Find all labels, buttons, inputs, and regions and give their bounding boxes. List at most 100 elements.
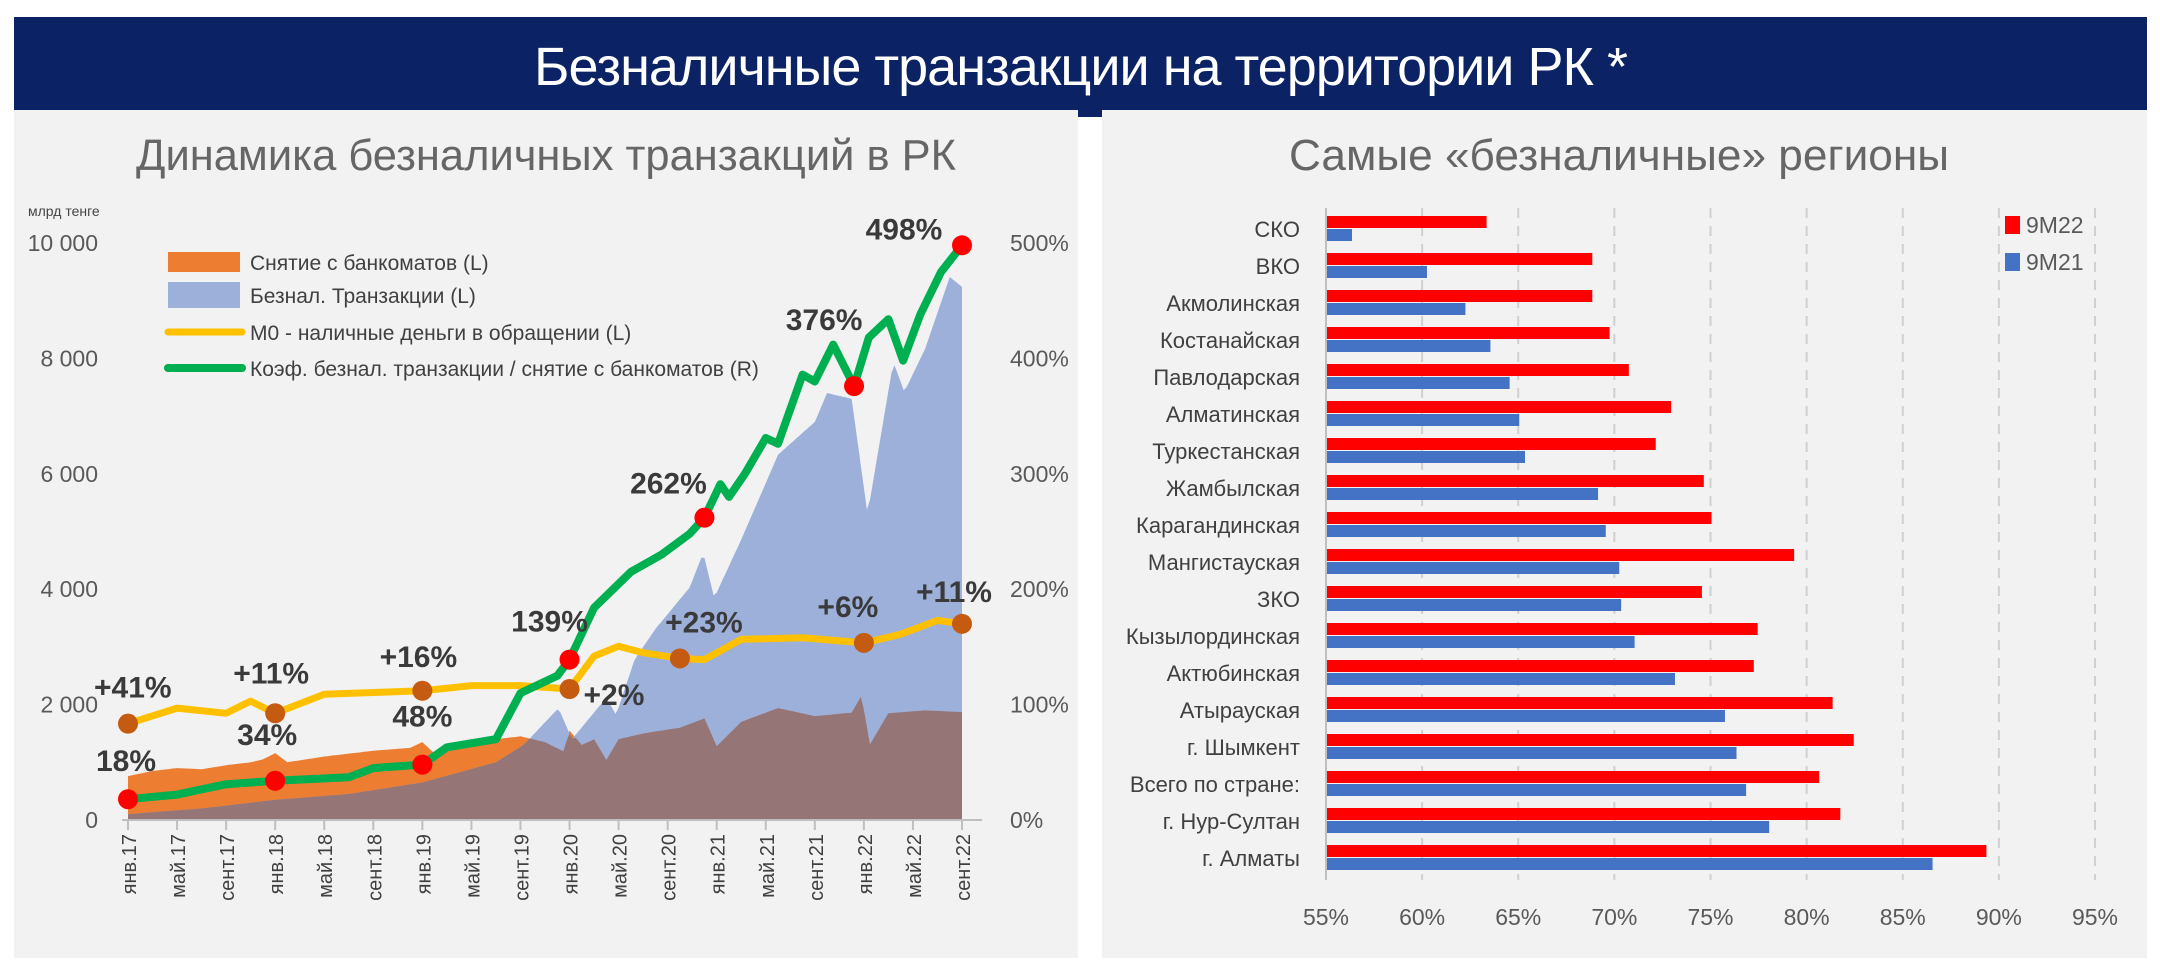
bar-9m21: [1327, 414, 1520, 426]
data-label: +2%: [584, 679, 645, 712]
y2-tick-label: 400%: [1010, 345, 1069, 371]
x-tick-label: 55%: [1303, 904, 1349, 930]
bar-9m22: [1327, 771, 1820, 783]
category-label: Мангистауская: [1148, 550, 1300, 575]
bar-9m22: [1327, 327, 1610, 339]
bar-9m21: [1327, 340, 1491, 352]
m0-marker: [952, 613, 972, 634]
bar-9m21: [1327, 488, 1599, 500]
x-tick-label: сент.22: [953, 834, 975, 901]
y-tick-label: 6 000: [40, 461, 98, 487]
y-tick-label: 4 000: [40, 576, 98, 602]
legend-swatch-cashless: [168, 282, 240, 308]
x-tick-label: сент.19: [511, 834, 533, 901]
x-tick-label: май.17: [168, 834, 190, 898]
chart-title: Самые «безналичные» регионы: [1289, 131, 1949, 180]
m0-marker: [559, 679, 580, 700]
category-label: Атырауская: [1180, 698, 1300, 723]
x-tick-label: янв.17: [119, 834, 141, 894]
data-label: 498%: [866, 213, 943, 246]
data-label: 376%: [786, 304, 863, 337]
bar-9m21: [1327, 784, 1747, 796]
category-label: Алматинская: [1166, 402, 1300, 427]
legend-swatch: [2005, 253, 2020, 271]
legend-label: Безнал. Транзакции (L): [250, 285, 476, 308]
ratio-marker: [694, 507, 715, 528]
x-tick-label: 60%: [1399, 904, 1445, 930]
bar-9m22: [1327, 845, 1987, 857]
bar-9m22: [1327, 512, 1712, 524]
legend-label: Снятие с банкоматов (L): [250, 252, 489, 275]
category-label: Карагандинская: [1136, 513, 1300, 538]
category-label: Акмолинская: [1166, 291, 1300, 316]
bar-9m22: [1327, 734, 1854, 746]
overlap-area: [128, 697, 962, 820]
page-header: Безналичные транзакции на территории РК …: [14, 17, 2147, 117]
category-label: Всего по стране:: [1130, 772, 1300, 797]
y2-tick-label: 500%: [1010, 230, 1069, 256]
bar-9m21: [1327, 451, 1526, 463]
x-tick-label: 90%: [1976, 904, 2022, 930]
category-label: г. Шымкент: [1187, 735, 1300, 760]
bar-9m22: [1327, 216, 1487, 228]
x-tick-label: май.20: [610, 834, 632, 898]
data-label: 18%: [96, 745, 156, 778]
category-label: Актюбинская: [1167, 661, 1300, 686]
data-label: 34%: [237, 719, 297, 752]
regions-chart-panel: Самые «безналичные» регионы 55% 60% 65% 70% 7…: [1102, 110, 2147, 958]
x-tick-label: 65%: [1495, 904, 1541, 930]
ratio-marker: [118, 789, 138, 810]
y-tick-label: 8 000: [40, 345, 98, 371]
m0-marker: [412, 680, 433, 701]
y2-tick-label: 100%: [1010, 692, 1069, 718]
ratio-line: [127, 242, 966, 804]
m0-marker: [118, 713, 138, 734]
ratio-marker: [844, 376, 865, 397]
bar-9m21: [1327, 636, 1635, 648]
page-title: Безналичные транзакции на территории РК …: [534, 37, 1628, 97]
x-tick-label: май.19: [462, 834, 484, 898]
data-label: +23%: [665, 606, 743, 639]
data-label: +11%: [233, 657, 309, 690]
legend-label: 9М21: [2026, 249, 2084, 275]
category-label: Туркестанская: [1152, 439, 1300, 464]
ratio-marker: [265, 770, 286, 791]
dynamics-chart: Динамика безналичных транзакций в РК млрд…: [28, 131, 1069, 901]
bar-9m22: [1327, 623, 1758, 635]
category-label: г. Нур-Султан: [1163, 809, 1300, 834]
cashless-area: [128, 277, 962, 820]
x-tick-label: 75%: [1687, 904, 1733, 930]
dynamics-chart-panel: Динамика безналичных транзакций в РК млрд…: [14, 110, 1078, 958]
x-tick-label: май.22: [904, 834, 926, 898]
legend-label: 9М22: [2026, 212, 2084, 238]
bar-9m21: [1327, 747, 1737, 759]
x-tick-label: сент.21: [806, 834, 828, 901]
bar-9m21: [1327, 377, 1510, 389]
x-tick-label: янв.18: [266, 834, 288, 894]
m0-marker: [853, 632, 874, 653]
bar-9m22: [1327, 401, 1672, 413]
bar-9m22: [1327, 475, 1704, 487]
y-tick-label: 10 000: [28, 230, 98, 256]
category-label: ЗКО: [1257, 587, 1300, 612]
bar-9m21: [1327, 821, 1770, 833]
bar-9m21: [1327, 562, 1620, 574]
bar-9m22: [1327, 697, 1833, 709]
bar-9m21: [1327, 525, 1606, 537]
m0-line: [126, 616, 963, 727]
bar-9m22: [1327, 660, 1754, 672]
x-tick-label: сент.20: [659, 834, 681, 901]
x-tick-label: янв.21: [708, 834, 730, 894]
bar-9m21: [1327, 266, 1427, 278]
bar-9m21: [1327, 303, 1466, 315]
bar-9m22: [1327, 438, 1656, 450]
x-tick-label: сент.17: [217, 834, 239, 901]
bar-9m21: [1327, 599, 1622, 611]
bar-9m22: [1327, 364, 1629, 376]
bar-9m21: [1327, 229, 1352, 241]
category-label: Кызылординская: [1126, 624, 1300, 649]
bar-9m21: [1327, 673, 1675, 685]
category-label: ВКО: [1256, 254, 1300, 279]
bar-9m21: [1327, 858, 1933, 870]
x-tick-label: сент.18: [364, 834, 386, 901]
